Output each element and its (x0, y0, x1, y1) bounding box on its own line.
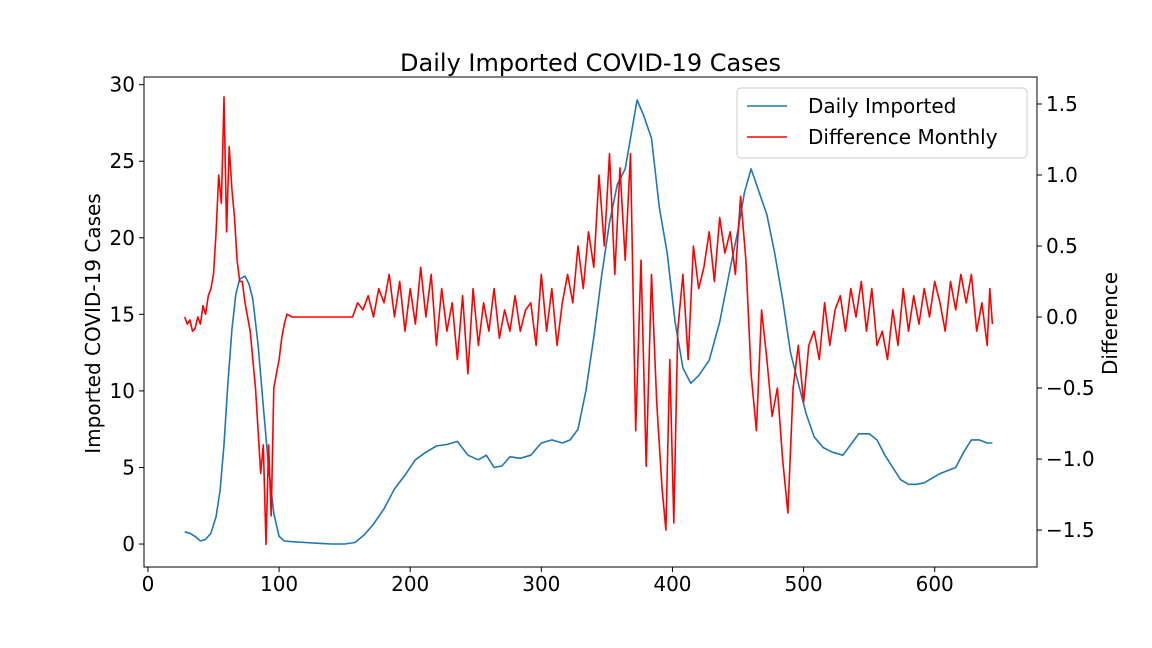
x-tick-label: 600 (916, 572, 954, 596)
x-tick-label: 0 (142, 572, 155, 596)
series-layer (183, 96, 994, 546)
y2-tick-label: −1.5 (1046, 518, 1095, 542)
legend-label: Daily Imported (808, 94, 956, 118)
x-tick-label: 300 (522, 572, 560, 596)
x-tick-label: 200 (391, 572, 429, 596)
y2-tick-label: 1.0 (1046, 163, 1078, 187)
x-tick-label: 400 (653, 572, 691, 596)
y2-tick-label: 1.5 (1046, 92, 1078, 116)
axes-layer (143, 76, 1038, 568)
y-tick-label: 5 (122, 455, 135, 479)
y2-axis-label: Difference (1098, 272, 1122, 375)
y2-tick-label: −0.5 (1046, 376, 1095, 400)
series-line-daily-imported (184, 99, 993, 545)
legend-box (736, 87, 1028, 159)
y-tick-label: 25 (110, 149, 135, 173)
y-tick-label: 15 (110, 302, 135, 326)
chart-title: Daily Imported COVID-19 Cases (400, 49, 781, 77)
x-tick-label: 500 (784, 572, 822, 596)
ticks-layer: 0 100 200 300 400 500 600 0 5 10 15 20 25 30 −1.5 −1.0 −… (110, 73, 1095, 596)
y2-tick-label: 0.0 (1046, 305, 1078, 329)
y-axis-label: Imported COVID-19 Cases (81, 193, 105, 453)
legend-label: Difference Monthly (808, 125, 998, 149)
plot-frame (143, 76, 1038, 568)
series-line-difference-monthly (183, 96, 994, 546)
legend: Daily Imported Difference Monthly (736, 87, 1028, 159)
y-tick-label: 30 (110, 73, 135, 97)
y-tick-label: 20 (110, 226, 135, 250)
y2-tick-label: 0.5 (1046, 234, 1078, 258)
y-tick-label: 0 (122, 532, 135, 556)
y-tick-label: 10 (110, 379, 135, 403)
x-tick-label: 100 (260, 572, 298, 596)
y2-tick-label: −1.0 (1046, 447, 1095, 471)
